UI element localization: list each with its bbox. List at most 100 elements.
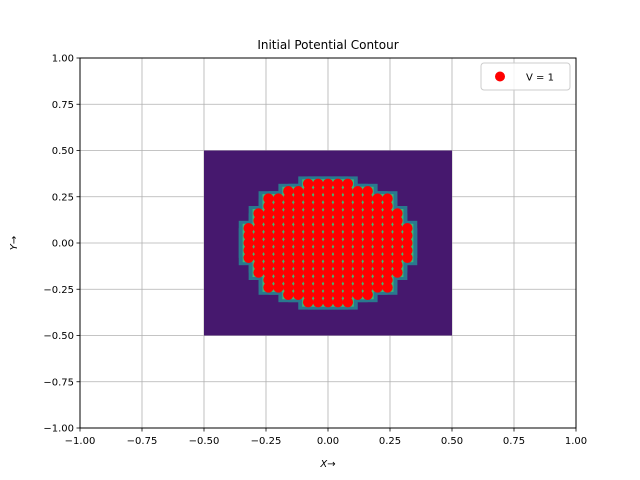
y-tick-label-4: 0.00 [52,239,74,250]
data-point-137 [332,178,344,189]
data-point-213 [392,252,403,263]
data-point-141 [342,274,354,286]
data-point-3 [243,230,254,241]
y-tick-label-2: −0.50 [43,331,74,342]
data-point-132 [332,215,344,226]
data-point-120 [322,178,334,189]
data-point-91 [312,267,324,278]
data-point-29 [273,267,284,278]
data-point-117 [322,200,334,212]
data-point-23 [263,215,274,226]
data-point-63 [293,230,304,241]
data-point-201 [382,260,393,271]
data-point-171 [362,282,373,293]
data-point-106 [322,282,334,293]
data-point-28 [273,274,284,286]
data-point-35 [273,223,284,234]
data-point-139 [342,289,354,300]
points-layer [243,178,413,308]
data-point-133 [332,208,344,219]
data-point-15 [263,274,274,286]
data-point-148 [342,223,354,234]
data-point-67 [293,200,304,212]
data-point-222 [402,237,413,249]
data-point-149 [342,215,354,226]
data-point-194 [372,215,383,226]
data-point-150 [342,208,354,219]
data-point-27 [273,282,284,293]
data-point-73 [302,274,314,286]
data-point-9 [253,237,264,249]
data-point-216 [392,230,403,241]
data-point-176 [362,245,373,256]
data-point-70 [302,297,314,308]
data-point-108 [322,267,334,278]
y-tick-label-3: −0.25 [43,285,74,296]
data-point-80 [302,223,314,234]
data-point-109 [322,260,334,271]
data-point-208 [382,208,393,219]
data-point-57 [293,274,304,286]
data-point-93 [312,252,324,263]
data-point-123 [332,282,344,293]
x-tick-label-7: 0.75 [503,436,525,447]
data-point-26 [263,193,274,204]
data-point-189 [372,252,383,263]
data-point-173 [362,267,373,278]
data-point-119 [322,186,334,197]
data-point-96 [312,230,324,241]
data-point-107 [322,274,334,286]
data-point-86 [302,178,314,189]
data-point-100 [312,200,324,212]
data-point-8 [253,245,264,256]
data-point-99 [312,208,324,219]
data-point-159 [352,260,363,271]
data-point-40 [283,289,294,300]
data-point-191 [372,237,383,249]
data-point-45 [283,252,294,263]
data-point-64 [293,223,304,234]
data-point-155 [352,289,363,300]
data-point-146 [342,237,354,249]
data-point-65 [293,215,304,226]
legend-marker [495,71,505,82]
data-point-135 [332,193,344,204]
data-point-38 [273,200,284,212]
data-point-175 [362,252,373,263]
x-tick-label-4: 0.00 [317,436,339,447]
data-point-36 [273,215,284,226]
data-point-209 [382,200,393,212]
data-point-207 [382,215,393,226]
data-point-140 [342,282,354,293]
data-point-61 [293,245,304,256]
data-point-22 [263,223,274,234]
data-point-68 [293,193,304,204]
data-point-105 [322,289,334,300]
data-point-79 [302,230,314,241]
data-point-92 [312,260,324,271]
data-point-102 [312,186,324,197]
data-point-110 [322,252,334,263]
data-point-95 [312,237,324,249]
x-axis-label: X→ [319,459,335,470]
data-point-211 [392,267,403,278]
data-point-200 [382,267,393,278]
data-point-158 [352,267,363,278]
data-point-182 [362,200,373,212]
data-point-221 [402,245,413,256]
data-point-6 [253,260,264,271]
data-point-180 [362,215,373,226]
x-tick-label-1: −0.75 [127,436,158,447]
data-point-136 [332,186,344,197]
data-point-32 [273,245,284,256]
data-point-114 [322,223,334,234]
data-point-42 [283,274,294,286]
data-point-37 [273,208,284,219]
data-point-51 [283,208,294,219]
data-point-49 [283,223,294,234]
data-point-0 [243,252,254,263]
y-tick-label-1: −0.75 [43,377,74,388]
data-point-151 [342,200,354,212]
x-tick-label-3: −0.25 [251,436,282,447]
data-point-34 [273,230,284,241]
